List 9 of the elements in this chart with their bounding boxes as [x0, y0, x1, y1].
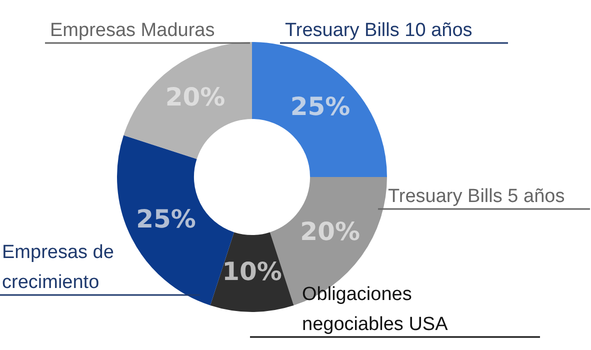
- slice-label: Empresas de crecimiento: [2, 242, 114, 293]
- data-label: 25%: [290, 92, 350, 122]
- slice-label: Obligaciones negociables USA: [302, 284, 448, 335]
- data-label: 10%: [222, 257, 282, 286]
- data-label: 25%: [136, 204, 196, 234]
- slice-label: Tresuary Bills 5 años: [388, 186, 565, 207]
- slice-label: Tresuary Bills 10 años: [285, 20, 472, 41]
- slice-label: Empresas Maduras: [50, 20, 215, 41]
- data-label: 20%: [300, 217, 360, 246]
